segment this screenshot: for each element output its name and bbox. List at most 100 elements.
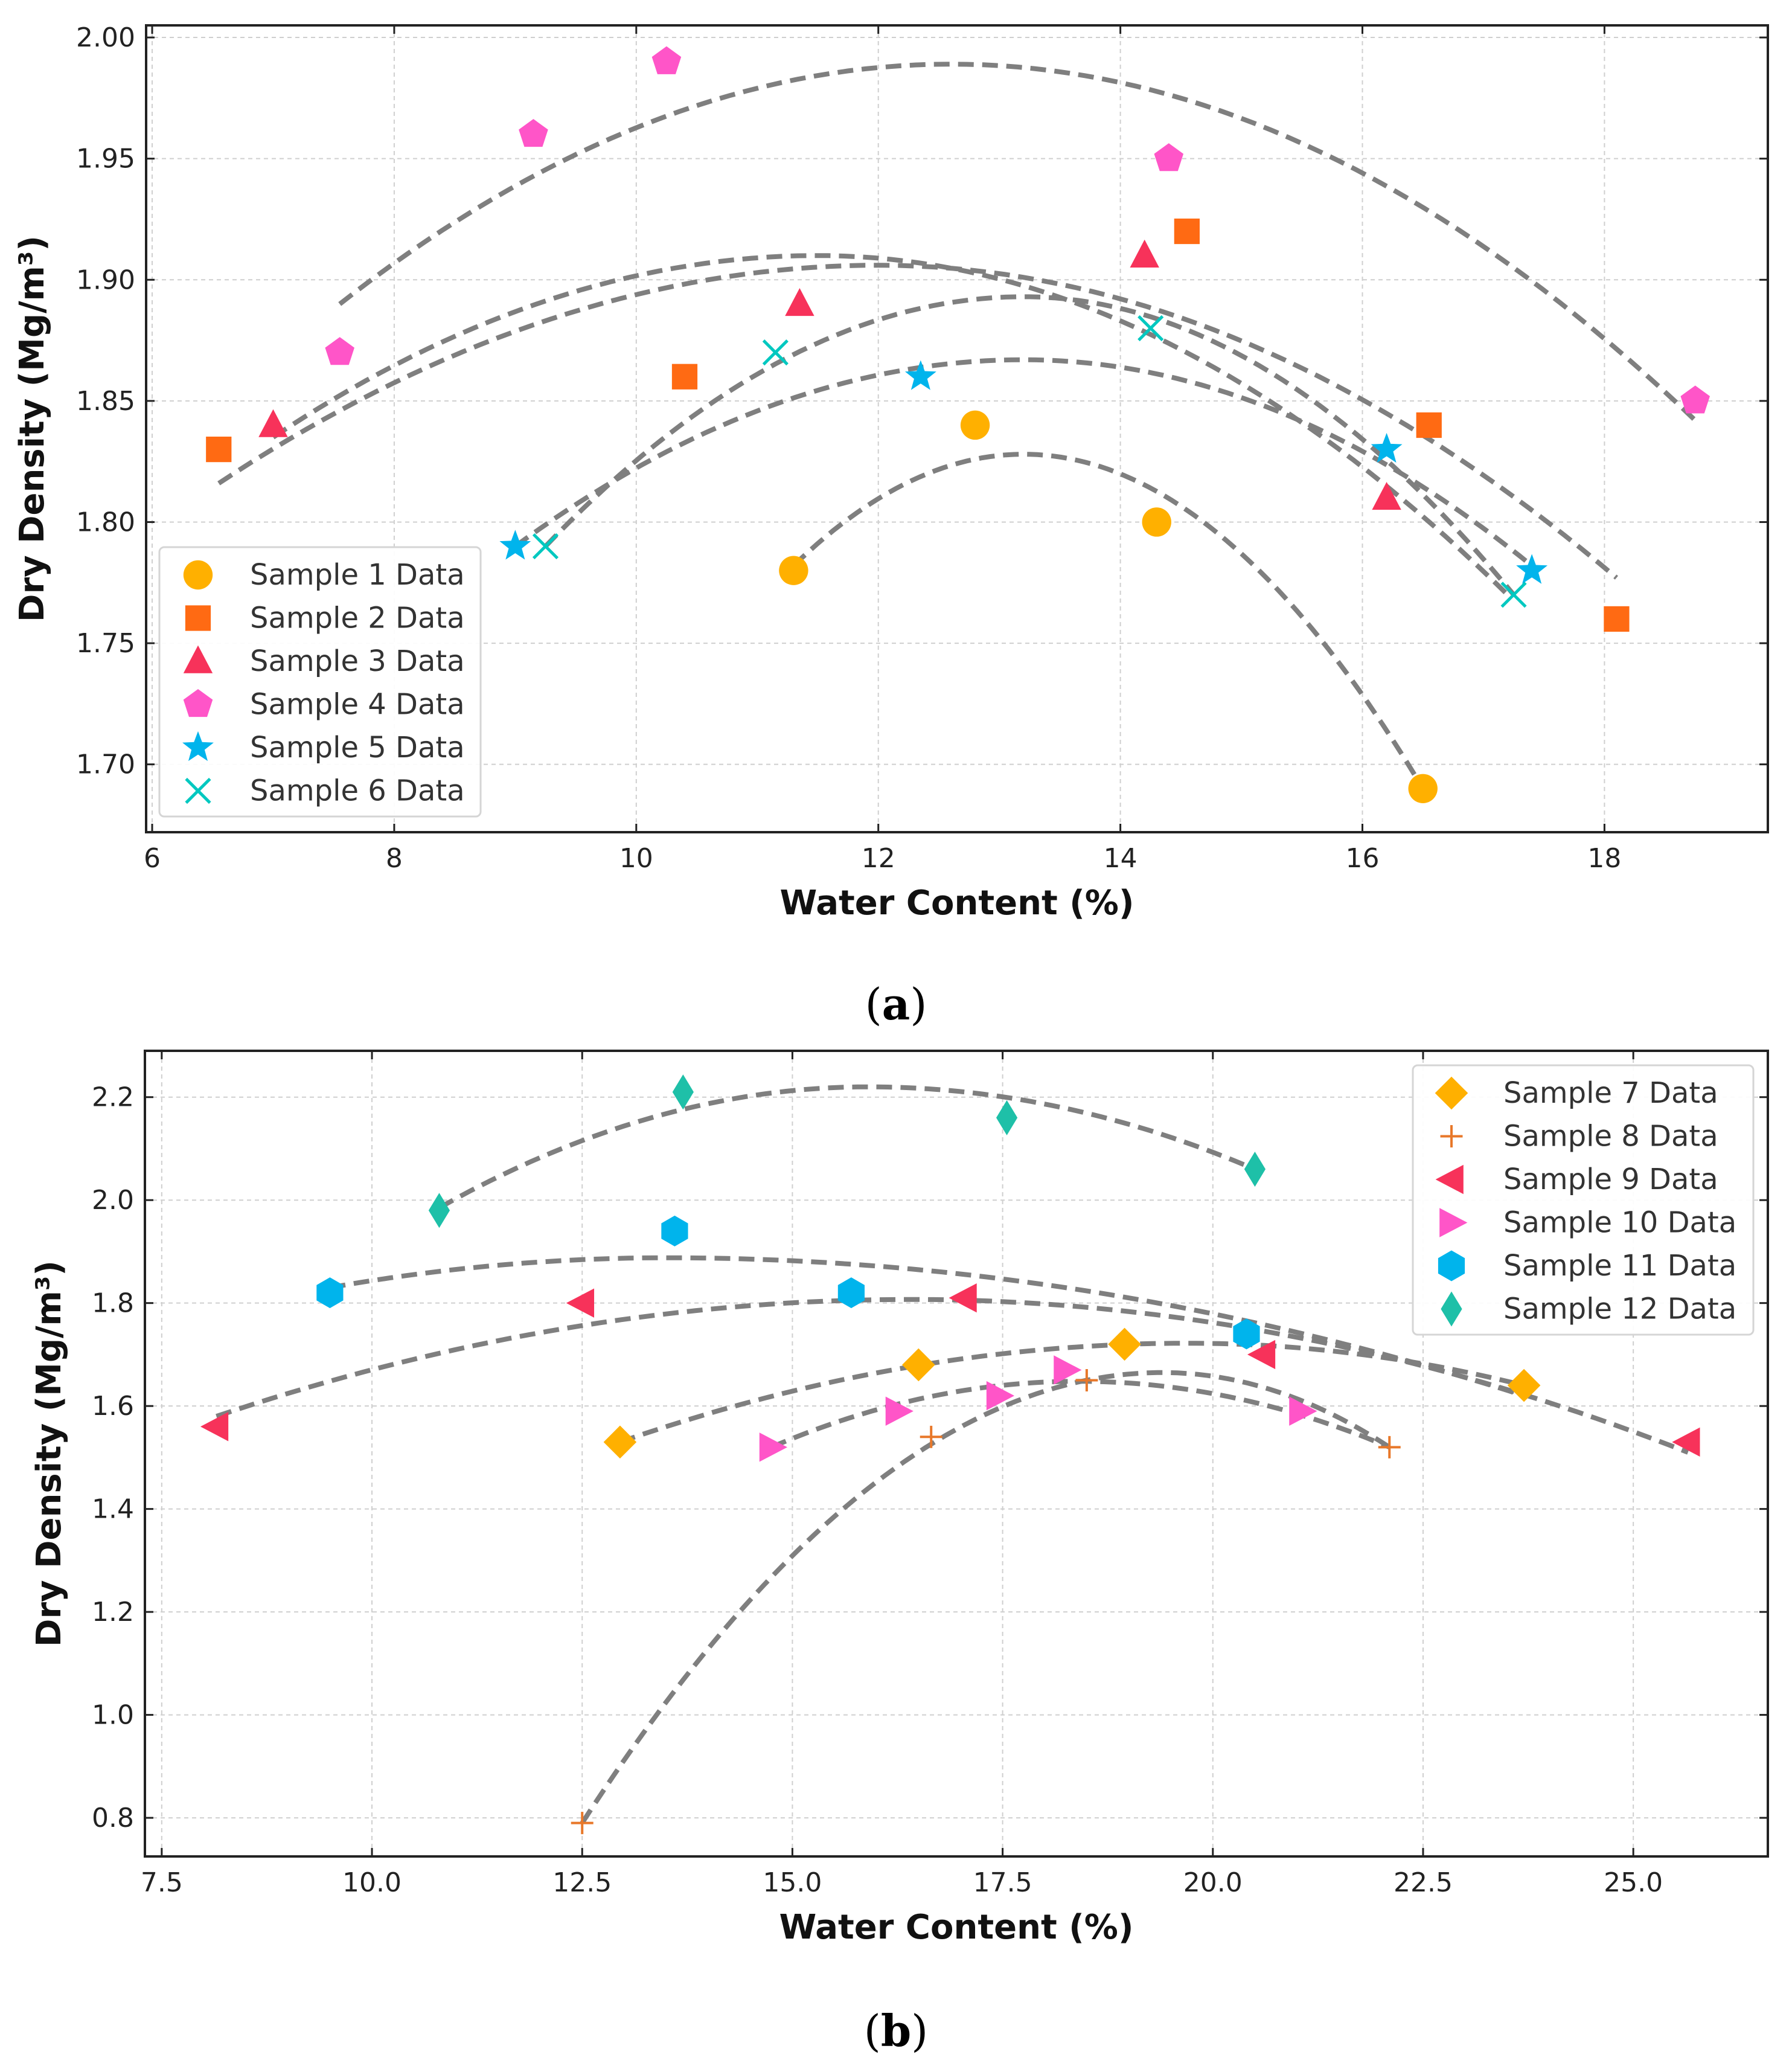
data-point (1604, 606, 1630, 632)
data-point (902, 1348, 935, 1382)
x-tick-label: 16 (1346, 843, 1380, 874)
data-point (1075, 1369, 1098, 1392)
fit-curve-2 (580, 1370, 1391, 1824)
data-point (759, 1432, 787, 1462)
legend-box (158, 546, 482, 818)
series-sample-4-data (325, 46, 1710, 414)
legend-marker (182, 731, 214, 762)
legend-label: Sample 2 Data (250, 602, 465, 635)
data-point (949, 1283, 977, 1313)
y-tick-label: 1.2 (92, 1597, 134, 1628)
fit-curve-2 (217, 263, 1618, 580)
x-axis-title: Water Content (%) (779, 884, 1134, 923)
series-sample-6-data (532, 315, 1527, 608)
panels: 6 8 10 12 14 16 181.701.751.801.851.901.952.00… (13, 22, 1769, 2056)
axes-frame (144, 1050, 1769, 1858)
fit-curve-6 (543, 294, 1516, 597)
data-point (1378, 1436, 1401, 1458)
legend: Sample 7 Data Sample 8 Data Sample 9 Data S… (1412, 1064, 1755, 1336)
fit-curve-1 (792, 452, 1426, 790)
data-point (960, 410, 990, 440)
series-sample-7-data (603, 1327, 1541, 1459)
legend-marker (1441, 1291, 1462, 1327)
y-tick-label: 1.70 (76, 749, 135, 780)
y-tick-label: 1.90 (76, 265, 135, 295)
data-point (672, 1074, 694, 1110)
y-tick-label: 1.6 (92, 1391, 134, 1422)
series-sample-1-data (779, 410, 1438, 803)
data-point (661, 1215, 688, 1246)
y-tick-label: 2.2 (92, 1082, 134, 1113)
legend-box (1412, 1064, 1755, 1336)
x-tick-label: 10.0 (342, 1867, 402, 1898)
legend-marker (1438, 1250, 1465, 1282)
grid (145, 1051, 1768, 1856)
legend: Sample 1 Data Sample 2 Data Sample 3 Data S… (158, 546, 482, 818)
y-tick-label: 0.8 (92, 1803, 134, 1833)
data-point (671, 364, 698, 390)
legend-label: Sample 3 Data (250, 644, 465, 678)
x-tick-label: 25.0 (1604, 1867, 1663, 1898)
legend-marker (183, 688, 213, 717)
panel-label-a: (a) (865, 978, 927, 1030)
fit-curve-5 (514, 357, 1534, 568)
fit-curve-1 (619, 1341, 1525, 1445)
y-tick-label: 1.85 (76, 386, 135, 417)
legend-marker (183, 645, 213, 673)
data-point (532, 533, 559, 560)
data-point (920, 1425, 942, 1448)
fit-curve-5 (329, 1255, 1525, 1398)
data-point (762, 339, 789, 366)
x-tick-label: 7.5 (141, 1867, 183, 1898)
x-tick-label: 6 (144, 843, 161, 874)
data-point (499, 530, 531, 560)
legend-marker (1439, 1208, 1468, 1237)
data-point (1680, 385, 1710, 414)
series-sample-3-data (258, 239, 1401, 510)
y-axis-title: Dry Density (Mg/m³) (13, 236, 52, 622)
axes-frame (145, 24, 1769, 833)
y-tick-label: 1.0 (92, 1700, 134, 1731)
data-point (519, 119, 548, 147)
y-tick-label: 1.8 (92, 1288, 134, 1319)
data-point (1108, 1327, 1141, 1361)
y-tick-label: 1.80 (76, 507, 135, 537)
series-sample-11-data (316, 1215, 1260, 1350)
series-sample-9-data (200, 1283, 1700, 1457)
series-sample-10-data (759, 1355, 1317, 1462)
data-point (651, 46, 682, 74)
y-axis-title: Dry Density (Mg/m³) (30, 1260, 69, 1647)
legend-label: Sample 10 Data (1503, 1206, 1736, 1240)
x-tick-label: 10 (619, 843, 653, 874)
x-tick-label: 20.0 (1183, 1867, 1243, 1898)
data-point (785, 287, 814, 316)
data-point (1289, 1396, 1317, 1426)
data-point (1233, 1318, 1260, 1350)
legend-label: Sample 9 Data (1503, 1163, 1718, 1196)
legend-marker (183, 560, 213, 590)
legend-label: Sample 6 Data (250, 774, 465, 808)
data-point (1507, 1368, 1541, 1402)
data-point (428, 1193, 450, 1228)
data-point (1154, 143, 1184, 172)
series-sample-5-data (499, 360, 1548, 584)
data-point (1516, 554, 1548, 584)
x-tick-label: 12 (862, 843, 895, 874)
data-point (325, 337, 354, 365)
x-tick-label: 18 (1587, 843, 1621, 874)
legend-label: Sample 4 Data (250, 688, 465, 722)
legend-marker (1435, 1076, 1468, 1110)
panel-label-b: (b) (864, 2005, 929, 2056)
data-point (904, 360, 936, 390)
data-point (1408, 774, 1438, 803)
data-point (1174, 218, 1200, 245)
data-point (1416, 412, 1442, 438)
data-point (1247, 1339, 1276, 1370)
data-point (1372, 481, 1401, 510)
data-point (779, 556, 808, 585)
legend-label: Sample 7 Data (1503, 1076, 1718, 1110)
data-point (986, 1381, 1015, 1411)
data-point (1672, 1427, 1700, 1457)
chart-panel-b: 7.5 10.0 12.5 15.0 17.5 20.0 22.5 25.0 0.8 1.0 1.2… (30, 1050, 1769, 2056)
